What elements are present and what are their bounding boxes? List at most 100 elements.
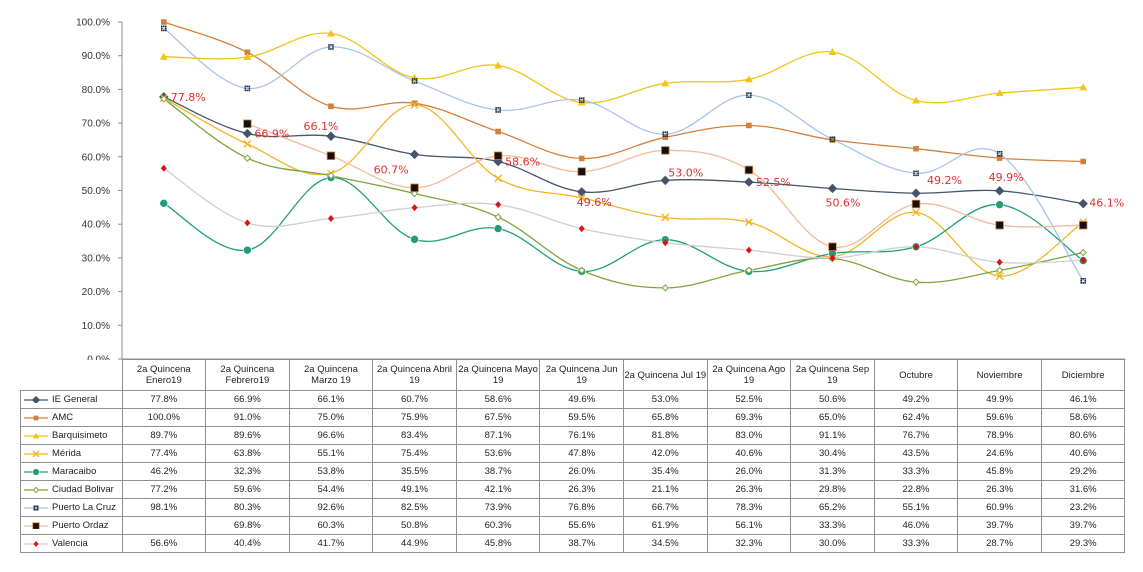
table-cell: 42.1% <box>455 480 541 499</box>
table-cell: 39.7% <box>1040 516 1126 535</box>
series-line-barquisimeto <box>163 32 1084 104</box>
table-cell: 89.7% <box>121 426 207 445</box>
table-cell: 67.5% <box>455 408 541 427</box>
data-point <box>495 107 501 113</box>
table-cell: 49.6% <box>539 390 624 409</box>
legend-key-marker <box>32 468 40 476</box>
data-label: 52.5% <box>756 176 791 189</box>
legend-key-marker <box>33 416 39 421</box>
legend-entry: Puerto Ordaz <box>20 516 123 535</box>
legend-key-icon <box>24 541 48 548</box>
data-point <box>411 100 418 107</box>
table-cell: 77.2% <box>121 480 207 499</box>
series-line-amc <box>163 21 1084 163</box>
data-point <box>328 103 334 110</box>
data-point <box>493 151 503 160</box>
table-cell: 83.0% <box>706 426 792 445</box>
table-cell: 87.1% <box>455 426 541 445</box>
data-point <box>160 95 168 103</box>
data-label: 53.0% <box>668 166 703 179</box>
data-point <box>912 208 921 217</box>
table-cell: 53.8% <box>288 462 374 481</box>
y-tick-label: 50.0% <box>82 186 110 197</box>
data-point <box>244 49 251 56</box>
table-cell: 98.1% <box>121 498 207 517</box>
data-point <box>578 266 586 275</box>
table-cell: 81.8% <box>622 426 708 445</box>
table-cell: 35.5% <box>372 462 457 481</box>
table-cell: 26.3% <box>706 480 792 499</box>
y-tick-label: 30.0% <box>82 253 110 264</box>
legend-label: Valencia <box>52 537 88 549</box>
table-cell: 33.3% <box>873 534 959 553</box>
legend-key-icon <box>24 416 48 421</box>
data-labels: 77.8% 66.9% 66.1% 60.7% 58.6% 49.6% 53.0% 52.5%… <box>171 91 1124 210</box>
table-cell: 28.7% <box>957 534 1042 553</box>
table-cell: 83.4% <box>372 426 457 445</box>
data-point <box>828 242 837 251</box>
category-label: 2a Quincena Abril 19 <box>372 359 457 391</box>
table-row: Barquisimeto 89.7% 89.6% 96.6% 83.4% 87.1% 76.… <box>20 426 1126 445</box>
data-point <box>911 199 921 209</box>
data-point <box>326 151 336 160</box>
table-cell: 76.8% <box>539 498 624 517</box>
table-header-row: 2a Quincena Enero19 2a Quincena Febrero19… <box>20 359 1126 391</box>
data-label: 50.6% <box>825 196 860 209</box>
legend-key-marker <box>32 487 40 494</box>
category-label: Noviembre <box>957 359 1042 391</box>
category-label: 2a Quincena Mayo 19 <box>455 359 541 391</box>
data-point <box>409 149 420 160</box>
series-line-maracaibo <box>163 177 1084 273</box>
data-point <box>493 224 503 233</box>
data-point <box>913 145 919 152</box>
data-point <box>827 183 838 194</box>
data-point <box>326 29 335 37</box>
y-tick-label: 60.0% <box>82 152 110 163</box>
data-point <box>410 100 419 109</box>
data-point <box>995 266 1004 275</box>
data-label: 46.1% <box>1089 197 1124 210</box>
data-point <box>662 134 669 141</box>
line-chart: 0.0% 10.0% 20.0% 30.0% 40.0% 50.0% 60.0% 70.0% 8… <box>76 18 1126 360</box>
table-cell: 39.7% <box>957 516 1042 535</box>
data-point <box>829 137 836 143</box>
category-label: 2a Quincena Jun 19 <box>539 359 624 391</box>
table-cell: 45.8% <box>455 534 541 553</box>
data-point <box>829 254 836 262</box>
legend-key-icon <box>24 451 48 458</box>
data-point <box>995 89 1004 97</box>
table-cell: 34.5% <box>622 534 708 553</box>
table-cell <box>121 516 207 535</box>
table-cell: 26.3% <box>539 480 624 499</box>
table-cell: 45.8% <box>957 462 1042 481</box>
data-point <box>661 79 670 87</box>
data-point <box>326 131 336 141</box>
data-point <box>243 139 252 148</box>
data-point <box>996 150 1003 157</box>
data-point <box>577 193 586 202</box>
table-cell: 29.8% <box>790 480 875 499</box>
table-cell: 30.4% <box>790 444 875 463</box>
series-line-ciudad-bolivar <box>163 98 1084 289</box>
legend-entry: AMC <box>20 408 123 427</box>
data-point <box>828 47 837 55</box>
legend-label: AMC <box>52 411 74 423</box>
data-point <box>410 235 419 244</box>
table-cell: 40.6% <box>706 444 792 463</box>
data-point <box>577 167 586 176</box>
table-cell: 66.7% <box>622 498 708 517</box>
data-point <box>159 52 168 60</box>
table-cell: 77.4% <box>121 444 207 463</box>
table-cell: 73.9% <box>455 498 541 517</box>
legend-key-marker <box>33 541 39 548</box>
table-cell: 26.0% <box>706 462 792 481</box>
table-cell: 96.6% <box>288 426 374 445</box>
data-point <box>995 272 1004 281</box>
legend-label: Maracaibo <box>52 465 97 477</box>
table-cell: 38.7% <box>455 462 541 481</box>
data-point <box>327 171 335 180</box>
data-point <box>244 219 251 227</box>
table-cell: 65.0% <box>790 408 875 427</box>
table-cell: 33.3% <box>873 462 959 481</box>
table-cell: 46.0% <box>873 516 959 535</box>
